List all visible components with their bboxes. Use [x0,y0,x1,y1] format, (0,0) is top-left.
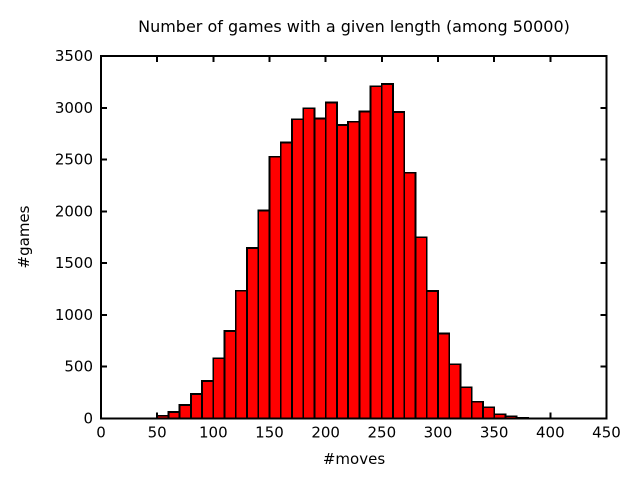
svg-text:450: 450 [592,424,621,442]
y-tick-labels: 0 500 1000 1500 2000 2500 3000 3500 [55,47,93,428]
histogram-bar [414,236,428,420]
svg-text:1000: 1000 [55,306,93,324]
svg-text:150: 150 [255,424,284,442]
histogram-bar [257,209,271,420]
histogram-bar [459,386,473,420]
svg-text:100: 100 [199,424,228,442]
histogram-bar [437,332,451,420]
svg-text:0: 0 [96,424,106,442]
histogram-bar [291,118,305,420]
histogram-bar [347,120,361,420]
histogram-bar [223,330,237,420]
svg-text:3000: 3000 [55,99,93,117]
histogram-bar [212,357,226,420]
histogram-bar [201,380,215,420]
svg-text:1500: 1500 [55,254,93,272]
svg-text:300: 300 [424,424,453,442]
chart-title: Number of games with a given length (amo… [138,17,570,36]
svg-text:500: 500 [64,358,93,376]
x-tick-labels: 0 50 100 150 200 250 300 350 400 450 [96,424,621,442]
svg-text:3500: 3500 [55,47,93,65]
histogram-bar [279,141,293,420]
plot-border [100,55,608,420]
histogram-bar [324,101,338,420]
histogram-bar [313,117,327,420]
histogram-bar [470,400,484,420]
svg-text:400: 400 [536,424,565,442]
svg-text:350: 350 [480,424,509,442]
histogram-bar [380,83,394,420]
svg-text:50: 50 [148,424,167,442]
histogram-bar [448,363,462,420]
histogram-bar [369,85,383,420]
svg-text:2000: 2000 [55,202,93,220]
histogram-bar [392,111,406,420]
svg-text:250: 250 [368,424,397,442]
histogram-bar [335,124,350,420]
svg-text:2500: 2500 [55,151,93,169]
histogram-bar [403,171,417,420]
histogram-bar [302,107,316,420]
histogram-bar [425,290,439,420]
histogram-bar [268,155,282,420]
x-axis-label: #moves [322,450,386,468]
histogram-bar [482,406,496,420]
histogram-bar [246,247,260,420]
histogram-bar [358,110,372,420]
histogram-bar [178,404,192,420]
y-axis-label: #games [15,205,33,269]
histogram-bars [156,83,529,420]
svg-text:200: 200 [311,424,340,442]
histogram-bar [234,289,248,420]
svg-text:0: 0 [83,410,93,428]
histogram-bar [189,393,204,420]
